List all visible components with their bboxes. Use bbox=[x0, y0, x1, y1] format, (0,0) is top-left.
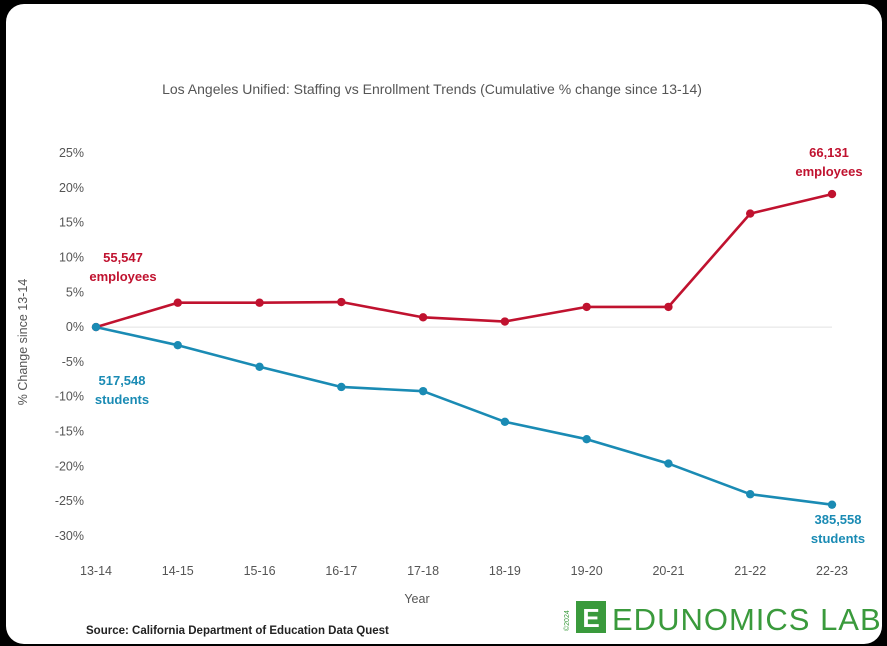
y-axis-ticks: 25% 20% 15% 10% 5% 0% -5% -10% -15% -20% -25% -30% bbox=[55, 146, 84, 543]
y-tick-label: -10% bbox=[55, 390, 84, 404]
x-tick-label: 21-22 bbox=[734, 564, 766, 578]
y-tick-label: 0% bbox=[66, 320, 84, 334]
x-tick-label: 18-19 bbox=[489, 564, 521, 578]
point-students-16-17 bbox=[337, 382, 346, 392]
source-note: Source: California Department of Educati… bbox=[86, 625, 389, 637]
y-tick-label: 20% bbox=[59, 181, 84, 195]
x-tick-label: 16-17 bbox=[325, 564, 357, 578]
annotation-students-end-label: students bbox=[811, 531, 865, 546]
y-axis-label: % Change since 13-14 bbox=[16, 279, 30, 406]
point-students-13-14 bbox=[91, 322, 101, 332]
x-tick-label: 19-20 bbox=[571, 564, 603, 578]
point-students-19-20 bbox=[582, 435, 591, 444]
annotation-students-start-value: 517,548 bbox=[99, 373, 146, 388]
chart-svg: Los Angeles Unified: Staffing vs Enrollm… bbox=[16, 81, 882, 637]
annotation-employees-end-value: 66,131 bbox=[809, 145, 849, 160]
y-tick-label: -25% bbox=[55, 494, 84, 508]
point-students-20-21 bbox=[664, 459, 673, 468]
point-employees-18-19 bbox=[500, 317, 510, 326]
y-tick-label: 10% bbox=[59, 250, 84, 264]
chart-card: Los Angeles Unified: Staffing vs Enrollm… bbox=[6, 4, 882, 644]
x-tick-label: 15-16 bbox=[244, 564, 276, 578]
brand-mark-box bbox=[576, 601, 606, 633]
annotation-employees-end-label: employees bbox=[795, 164, 862, 179]
point-employees-14-15 bbox=[173, 298, 182, 307]
x-axis-ticks: 13-14 14-15 15-16 16-17 17-18 18-19 19-20 20-21… bbox=[80, 564, 848, 578]
point-students-14-15 bbox=[173, 340, 182, 350]
point-employees-21-22 bbox=[746, 209, 755, 218]
x-axis-label: Year bbox=[404, 592, 429, 606]
point-employees-15-16 bbox=[255, 298, 264, 307]
x-tick-label: 22-23 bbox=[816, 564, 848, 578]
y-tick-label: 5% bbox=[66, 285, 84, 299]
brand-mark-letter: E bbox=[582, 603, 599, 633]
series-group bbox=[91, 189, 837, 509]
point-employees-22-23 bbox=[827, 189, 837, 199]
y-tick-label: 25% bbox=[59, 146, 84, 160]
point-students-21-22 bbox=[746, 490, 755, 499]
y-tick-label: -20% bbox=[55, 459, 84, 473]
point-students-15-16 bbox=[255, 362, 264, 371]
annotation-employees-start-value: 55,547 bbox=[103, 250, 143, 265]
brand-year: ©2024 bbox=[563, 610, 571, 631]
x-tick-label: 17-18 bbox=[407, 564, 439, 578]
series-line-students bbox=[95, 325, 833, 506]
y-tick-label: -15% bbox=[55, 425, 84, 439]
point-employees-17-18 bbox=[418, 313, 428, 322]
point-students-18-19 bbox=[500, 417, 510, 426]
x-tick-label: 14-15 bbox=[162, 564, 194, 578]
series-line-employees bbox=[95, 192, 833, 329]
point-employees-20-21 bbox=[664, 302, 673, 312]
y-tick-label: -5% bbox=[62, 355, 84, 369]
chart-title: Los Angeles Unified: Staffing vs Enrollm… bbox=[162, 81, 702, 97]
y-tick-label: 15% bbox=[59, 216, 84, 230]
point-employees-19-20 bbox=[582, 302, 591, 312]
annotation-students-end-value: 385,558 bbox=[815, 512, 862, 527]
brand-name: EDUNOMICS LAB bbox=[612, 602, 882, 637]
annotation-students-start-label: students bbox=[95, 392, 149, 407]
brand-logo: ©2024 E EDUNOMICS LAB bbox=[563, 601, 882, 637]
point-students-17-18 bbox=[418, 386, 428, 396]
point-employees-16-17 bbox=[337, 297, 346, 307]
x-tick-label: 13-14 bbox=[80, 564, 112, 578]
x-tick-label: 20-21 bbox=[652, 564, 684, 578]
point-students-22-23 bbox=[827, 500, 837, 509]
annotation-employees-start-label: employees bbox=[89, 269, 156, 284]
y-tick-label: -30% bbox=[55, 529, 84, 543]
